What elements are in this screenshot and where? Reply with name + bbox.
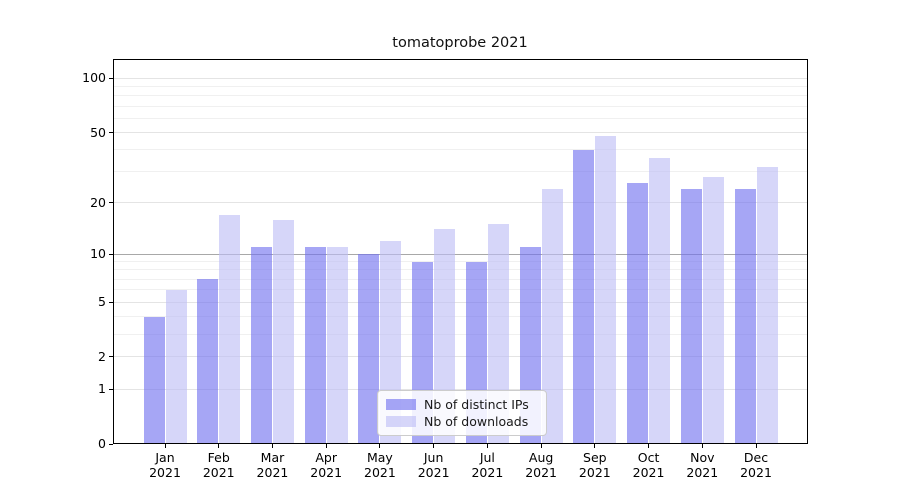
minor-gridline-60: [113, 117, 808, 119]
legend-swatch-downloads: [386, 416, 416, 427]
legend: Nb of distinct IPs Nb of downloads: [377, 390, 547, 436]
x-tick-label-jul: Jul 2021: [471, 450, 504, 480]
x-tick-jul: [486, 444, 488, 448]
bar-ips-jan: [143, 316, 165, 444]
bar-downloads-jan: [165, 289, 187, 444]
bar-ips-may: [358, 254, 380, 444]
minor-gridline-3: [113, 333, 808, 335]
minor-gridline-7: [113, 278, 808, 280]
x-tick-label-jun: Jun 2021: [417, 450, 450, 480]
x-tick-label-oct: Oct 2021: [632, 450, 665, 480]
minor-gridline-90: [113, 86, 808, 88]
y-tick-label-100: 100: [82, 70, 106, 86]
major-gridline-1: [113, 388, 808, 390]
legend-label-downloads: Nb of downloads: [424, 414, 529, 429]
legend-item-distinct-ips: Nb of distinct IPs: [386, 398, 538, 411]
x-tick-feb: [218, 444, 220, 448]
legend-item-downloads: Nb of downloads: [386, 415, 538, 428]
x-tick-label-feb: Feb 2021: [202, 450, 235, 480]
plot-area: [113, 59, 808, 444]
minor-gridline-40: [113, 149, 808, 151]
bar-downloads-jul: [487, 224, 509, 444]
major-gridline-100: [113, 77, 808, 79]
bar-ips-mar: [250, 247, 272, 444]
x-tick-label-dec: Dec 2021: [740, 450, 772, 480]
major-gridline-5: [113, 301, 808, 303]
bar-ips-apr: [304, 247, 326, 444]
y-tick-label-50: 50: [90, 124, 106, 140]
minor-gridline-4: [113, 316, 808, 317]
y-tick-0: [109, 443, 113, 445]
y-tick-label-5: 5: [98, 294, 106, 310]
y-tick-label-20: 20: [90, 194, 106, 210]
x-tick-mar: [271, 444, 273, 448]
x-tick-apr: [325, 444, 327, 448]
x-tick-label-apr: Apr 2021: [310, 450, 343, 480]
major-gridline-50: [113, 132, 808, 134]
x-tick-sep: [594, 444, 596, 448]
bar-downloads-dec: [756, 167, 778, 444]
x-tick-aug: [540, 444, 542, 448]
bar-ips-oct: [627, 182, 649, 444]
legend-label-distinct-ips: Nb of distinct IPs: [424, 397, 529, 412]
chart-title: tomatoprobe 2021: [392, 35, 528, 51]
x-tick-oct: [648, 444, 650, 448]
bar-downloads-nov: [702, 177, 724, 444]
bar-ips-dec: [734, 189, 756, 444]
bar-ips-feb: [197, 279, 219, 444]
y-tick-2: [109, 356, 113, 358]
minor-gridline-9: [113, 261, 808, 263]
y-tick-label-10: 10: [90, 246, 106, 262]
minor-gridline-80: [113, 95, 808, 97]
bar-ips-nov: [680, 189, 702, 444]
x-tick-label-mar: Mar 2021: [256, 450, 289, 480]
minor-gridline-70: [113, 105, 808, 107]
x-tick-label-nov: Nov 2021: [686, 450, 719, 480]
y-tick-label-0: 0: [98, 436, 106, 451]
y-tick-5: [109, 301, 113, 303]
x-tick-nov: [701, 444, 703, 448]
x-tick-dec: [755, 444, 757, 448]
x-tick-label-sep: Sep 2021: [578, 450, 611, 480]
bar-downloads-oct: [649, 157, 671, 444]
x-tick-label-aug: Aug 2021: [525, 450, 558, 480]
bar-downloads-sep: [595, 135, 617, 444]
x-tick-label-jan: Jan 2021: [149, 450, 181, 480]
minor-gridline-6: [113, 289, 808, 291]
y-tick-20: [109, 202, 113, 204]
y-tick-1: [109, 388, 113, 390]
emphasized-gridline-10: [113, 253, 808, 255]
bar-downloads-mar: [272, 219, 294, 444]
minor-gridline-8: [113, 269, 808, 271]
bar-downloads-aug: [541, 189, 563, 444]
major-gridline-2: [113, 356, 808, 358]
x-tick-may: [379, 444, 381, 448]
major-gridline-20: [113, 202, 808, 204]
y-tick-10: [109, 253, 113, 255]
y-tick-50: [109, 132, 113, 134]
bar-downloads-apr: [326, 247, 348, 444]
bar-ips-sep: [573, 149, 595, 444]
legend-swatch-distinct-ips: [386, 399, 416, 410]
x-tick-jan: [164, 444, 166, 448]
y-tick-100: [109, 77, 113, 79]
y-tick-label-1: 1: [98, 381, 106, 397]
bar-downloads-feb: [219, 215, 241, 444]
x-tick-label-may: May 2021: [364, 450, 396, 480]
minor-gridline-30: [113, 171, 808, 173]
x-tick-jun: [433, 444, 435, 448]
y-tick-label-2: 2: [98, 348, 106, 364]
